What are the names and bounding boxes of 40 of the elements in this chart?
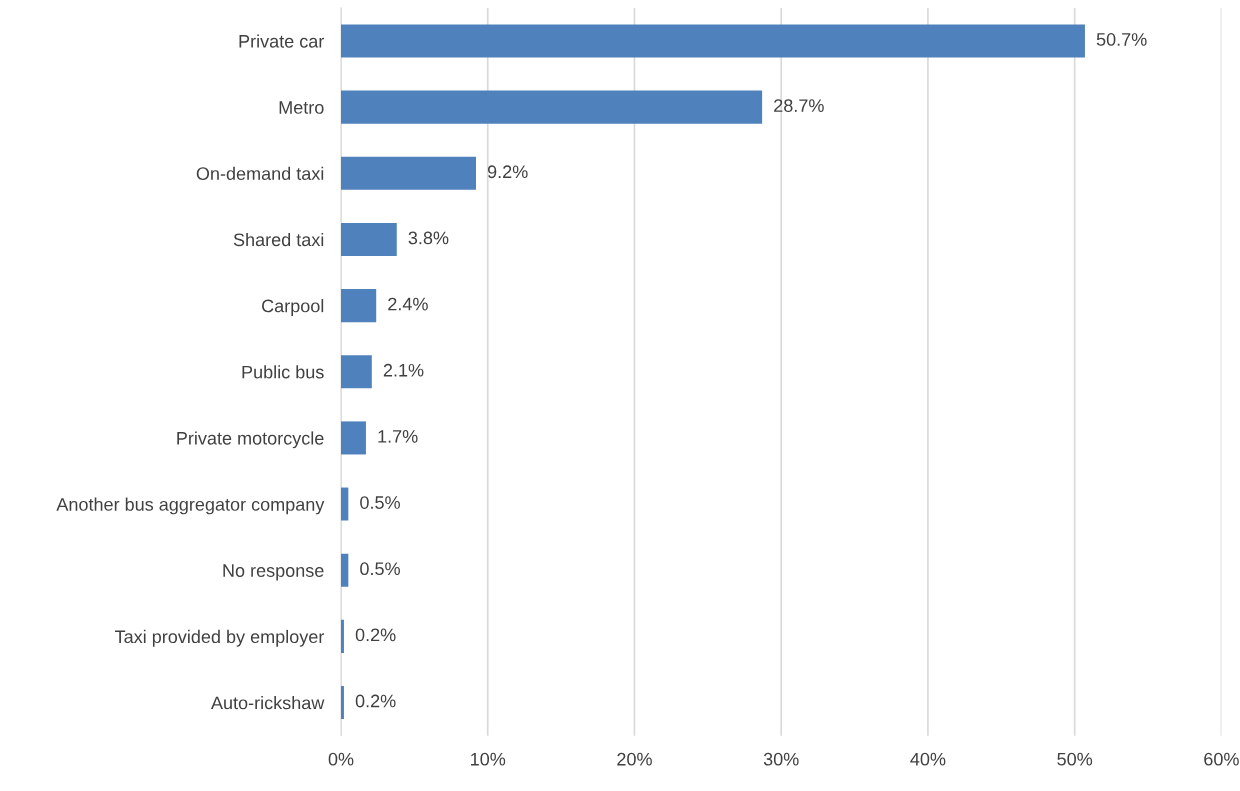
x-tick-label: 30% [763, 752, 799, 766]
x-tick-label: 50% [1057, 752, 1093, 766]
y-tick-label: Public bus [242, 365, 324, 379]
y-tick-label: Carpool [262, 299, 324, 316]
y-tick-label: Private motorcycle [177, 431, 324, 449]
y-tick-label: Auto-rickshaw [210, 696, 325, 710]
bar [341, 90, 763, 124]
bar [341, 222, 397, 256]
data-label: 2.4% [388, 297, 428, 311]
y-tick-label: No response [223, 564, 324, 581]
bar [341, 686, 344, 720]
data-label: 0.5% [360, 562, 400, 576]
data-label: 0.5% [360, 496, 400, 509]
bar [341, 487, 349, 521]
y-tick-label: Metro [279, 101, 324, 114]
x-tick-label: 40% [910, 752, 946, 766]
y-tick-label: Shared taxi [233, 232, 324, 247]
data-label: 28.7% [774, 99, 824, 112]
data-label: 2.1% [383, 363, 424, 377]
x-tick-label: 60% [1204, 752, 1239, 766]
x-tick-label: 10% [471, 752, 506, 766]
data-label: 0.2% [355, 694, 396, 708]
x-tick-label: 20% [617, 752, 652, 766]
data-label: 1.7% [378, 430, 418, 443]
y-tick-label: Private car [239, 34, 325, 48]
bar [341, 553, 349, 587]
bar [341, 156, 476, 190]
data-label: 0.2% [355, 628, 396, 642]
y-tick-label: Taxi provided by employer [115, 629, 325, 647]
bar [341, 355, 372, 389]
bar [341, 24, 1085, 58]
bar [341, 619, 344, 653]
y-tick-label: Another bus aggregator company [56, 497, 325, 515]
bar [341, 421, 366, 455]
x-tick-label: 0% [328, 752, 354, 766]
bar [341, 289, 377, 323]
data-label: 9.2% [487, 165, 528, 179]
y-tick-label: On-demand taxi [196, 166, 324, 181]
data-label: 50.7% [1096, 33, 1147, 46]
data-label: 3.8% [408, 231, 449, 245]
